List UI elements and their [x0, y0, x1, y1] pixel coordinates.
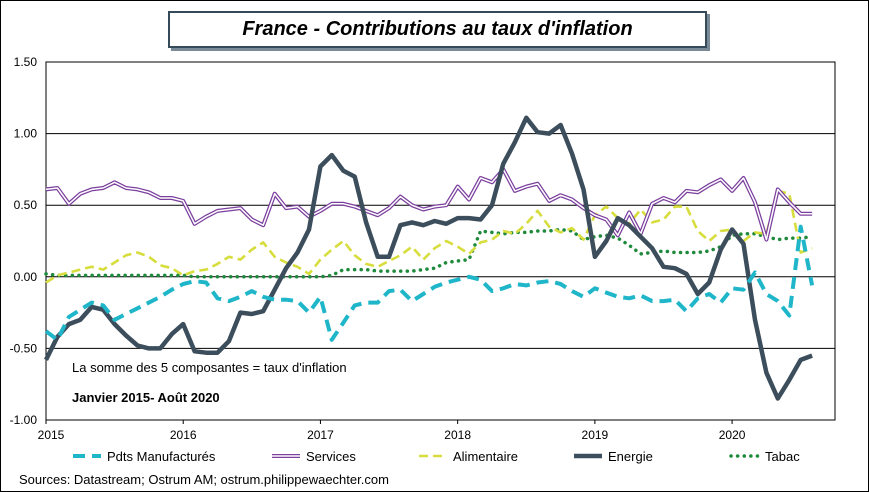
source-note: Sources: Datastream; Ostrum AM; ostrum.p…	[19, 472, 389, 487]
chart-title: France - Contributions au taux d'inflati…	[242, 18, 633, 40]
x-tick-label: 2017	[307, 428, 334, 442]
annotation-sum: La somme des 5 composantes = taux d'infl…	[72, 360, 347, 375]
legend-item: Energie	[574, 449, 653, 464]
legend-label: Pdts Manufacturés	[107, 449, 216, 464]
annotation-period: Janvier 2015- Août 2020	[72, 390, 220, 405]
series-services	[45, 167, 813, 242]
x-tick-label: 2015	[38, 428, 65, 442]
chart-title-box: France - Contributions au taux d'inflati…	[168, 11, 707, 48]
y-tick-label: 0.50	[14, 198, 38, 212]
x-tick-label: 2016	[170, 428, 197, 442]
plot-area	[45, 61, 836, 421]
x-tick-label: 2018	[444, 428, 471, 442]
series-line-services	[45, 167, 813, 242]
series-energie	[43, 115, 813, 401]
y-tick-label: -1.00	[10, 413, 38, 427]
series-line-pdts-manufactur-s	[44, 224, 815, 342]
series-alimentaire	[45, 189, 813, 284]
legend-label: Services	[306, 449, 356, 464]
x-tick-label: 2020	[719, 428, 746, 442]
y-tick-label: 1.00	[14, 127, 38, 141]
y-tick-label: 0.00	[14, 270, 38, 284]
y-axis-ticks: 1.50 1.00 0.50 0.00 -0.50 -1.00	[10, 55, 38, 427]
x-axis-ticks: 2015 2016 2017 2018 2019 2020	[38, 420, 746, 442]
series-lines	[43, 115, 815, 401]
legend-label: Tabac	[765, 449, 800, 464]
y-tick-label: -0.50	[10, 341, 38, 355]
series-line-services-inner	[45, 168, 813, 241]
x-tick-label: 2019	[582, 428, 609, 442]
series-line-energie	[43, 115, 813, 401]
legend-item: Services	[272, 449, 356, 464]
legend-item: Alimentaire	[419, 449, 518, 464]
series-pdts-manufactur-s	[44, 224, 815, 342]
legend-label: Energie	[608, 449, 653, 464]
y-tick-label: 1.50	[14, 55, 38, 69]
legend-item: Pdts Manufacturés	[73, 449, 216, 464]
legend: Pdts Manufacturés Services Alimentaire Ener…	[73, 449, 800, 464]
series-line-alimentaire	[45, 189, 813, 284]
legend-label: Alimentaire	[453, 449, 518, 464]
legend-item: Tabac	[729, 449, 800, 464]
